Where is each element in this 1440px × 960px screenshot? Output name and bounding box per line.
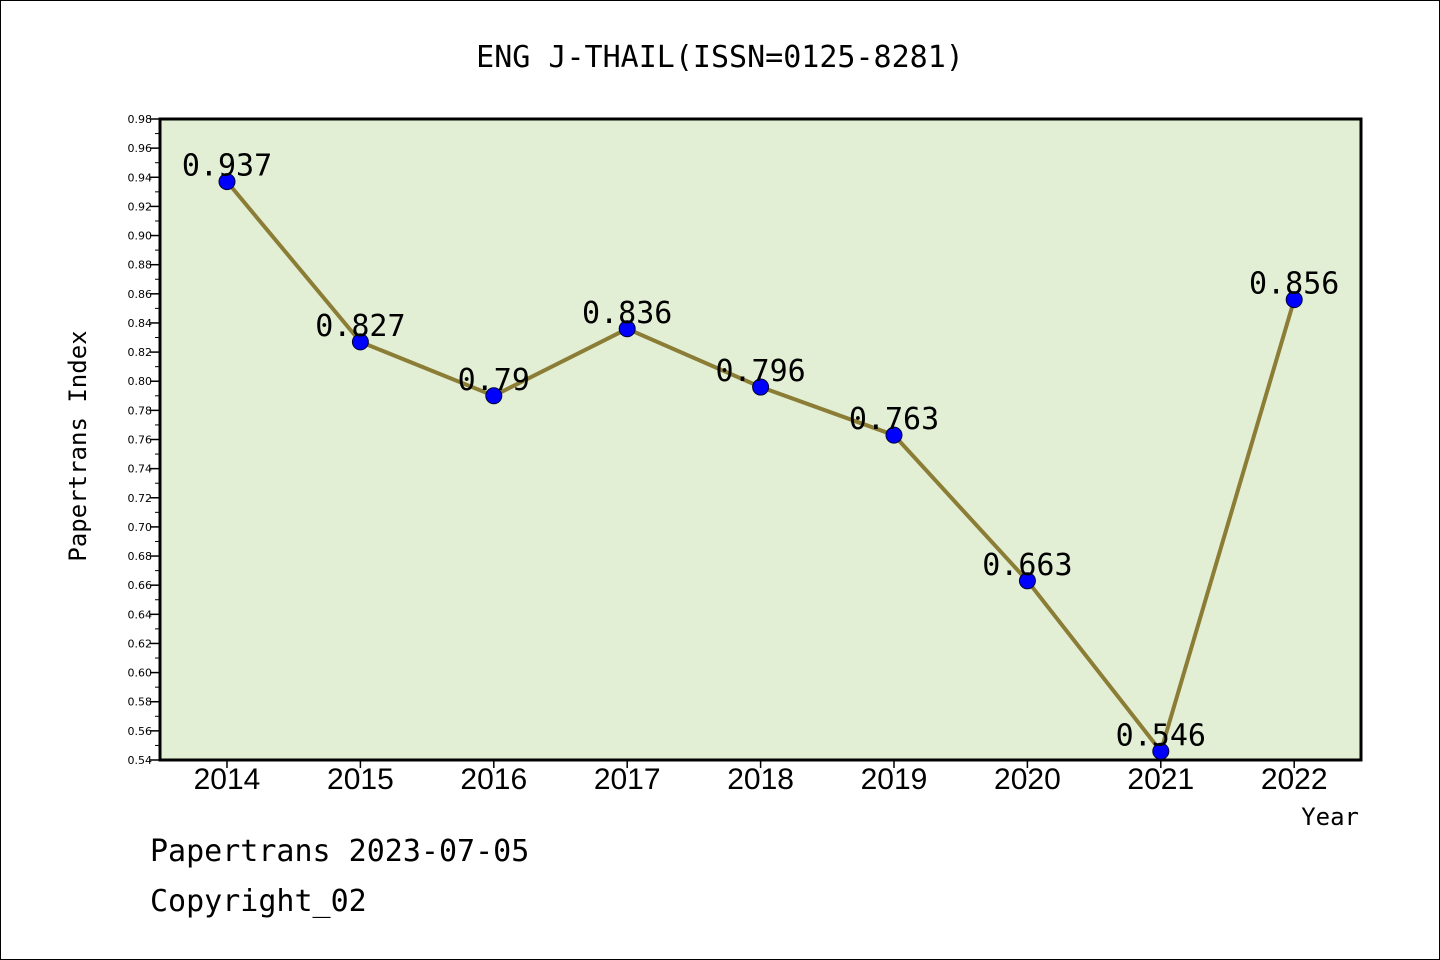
y-tick-label: 0.92 — [128, 200, 153, 213]
y-tick-label: 0.98 — [128, 113, 153, 126]
x-tick-label: 2016 — [460, 763, 527, 796]
y-tick-label: 0.84 — [128, 317, 153, 330]
data-point — [1285, 291, 1303, 309]
y-tick-label: 0.62 — [128, 637, 153, 650]
data-point — [218, 173, 236, 191]
x-tick-label: 2020 — [994, 763, 1061, 796]
x-tick-label: 2018 — [727, 763, 794, 796]
x-tick-label: 2015 — [327, 763, 394, 796]
footer-copyright: Copyright_02 — [150, 884, 367, 919]
footer-date: Papertrans 2023-07-05 — [150, 834, 530, 869]
y-tick-label: 0.68 — [128, 550, 153, 563]
y-tick-label: 0.60 — [128, 667, 153, 680]
y-tick-label: 0.78 — [128, 404, 153, 417]
y-tick-label: 0.54 — [128, 754, 153, 767]
data-point — [885, 426, 903, 444]
y-tick-label: 0.66 — [128, 579, 153, 592]
data-label: 0.796 — [715, 354, 805, 389]
y-tick-label: 0.76 — [128, 434, 153, 447]
y-tick-label: 0.74 — [128, 463, 153, 476]
data-point — [752, 378, 770, 396]
data-labels: 0.937 0.827 0.79 0.836 0.796 0.763 0.663 0.546 0… — [182, 149, 1340, 754]
data-label: 0.663 — [982, 548, 1072, 583]
data-point — [1018, 572, 1036, 590]
x-tick-label: 2021 — [1127, 763, 1194, 796]
chart-title: ENG J-THAIL(ISSN=0125-8281) — [476, 40, 964, 75]
data-label: 0.937 — [182, 149, 272, 184]
y-axis-label: Papertrans Index — [64, 330, 92, 561]
y-tick-label: 0.82 — [128, 346, 153, 359]
x-axis: 2014 2015 2016 2017 2018 2019 2020 2021 2022 — [194, 760, 1328, 796]
y-tick-label: 0.94 — [128, 171, 153, 184]
x-tick-label: 2022 — [1261, 763, 1328, 796]
y-tick-label: 0.72 — [128, 492, 153, 505]
y-tick-label: 0.70 — [128, 521, 153, 534]
y-tick-label: 0.56 — [128, 725, 153, 738]
x-tick-label: 2017 — [594, 763, 661, 796]
y-tick-label: 0.80 — [128, 375, 153, 388]
y-tick-label: 0.64 — [128, 608, 153, 621]
data-label: 0.856 — [1249, 267, 1339, 302]
y-axis: 0.54 0.56 0.58 0.60 0.62 0.64 0.66 0.68 0.70 0.72… — [128, 113, 160, 767]
x-axis-label: Year — [1301, 803, 1359, 831]
data-label: 0.79 — [458, 363, 530, 398]
y-tick-label: 0.88 — [128, 259, 153, 272]
data-point — [618, 320, 636, 338]
y-tick-label: 0.96 — [128, 142, 153, 155]
data-point — [485, 387, 503, 405]
plot-area — [158, 117, 1363, 762]
x-tick-label: 2014 — [194, 763, 261, 796]
data-label: 0.546 — [1116, 718, 1206, 753]
data-label: 0.827 — [315, 309, 405, 344]
data-label: 0.836 — [582, 296, 672, 331]
y-tick-label: 0.86 — [128, 288, 153, 301]
y-tick-label: 0.90 — [128, 230, 153, 243]
data-points — [218, 173, 1303, 760]
x-tick-label: 2019 — [861, 763, 928, 796]
data-point — [1152, 742, 1170, 760]
data-point — [351, 333, 369, 351]
data-label: 0.763 — [849, 402, 939, 437]
y-tick-label: 0.58 — [128, 696, 153, 709]
